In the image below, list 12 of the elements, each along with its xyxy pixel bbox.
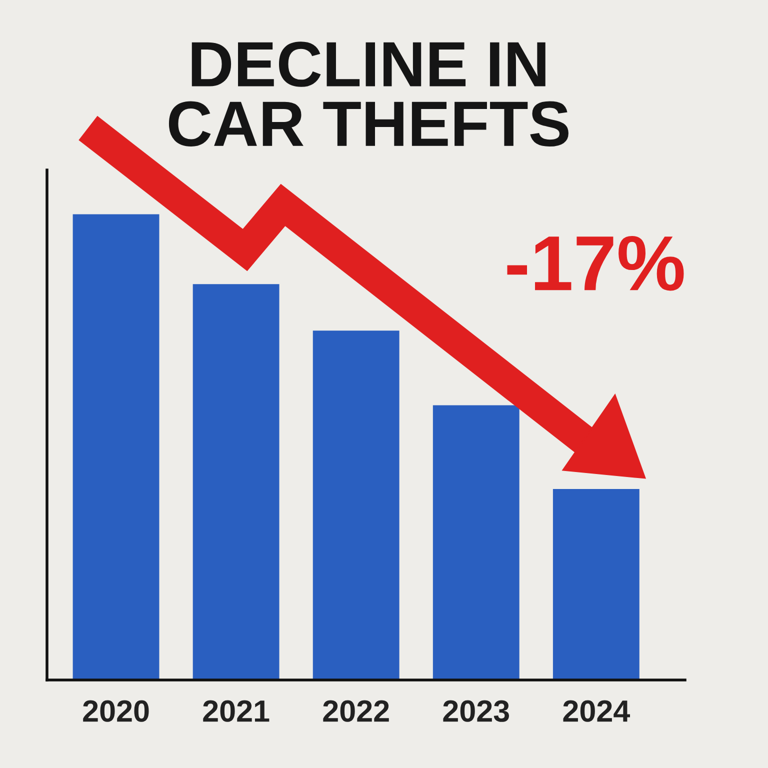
bar bbox=[192, 284, 280, 680]
x-tick-label: 2023 bbox=[443, 700, 510, 722]
x-tick-label: 2022 bbox=[323, 700, 389, 722]
x-tick-label: 2020 bbox=[83, 700, 149, 722]
chart-title: DECLINE IN CAR THEFTS bbox=[168, 42, 568, 146]
bar bbox=[72, 214, 160, 680]
bar bbox=[312, 330, 400, 680]
x-tick-label: 2024 bbox=[563, 700, 630, 722]
bar bbox=[552, 489, 640, 680]
bar bbox=[432, 405, 520, 680]
x-tick-label: 2021 bbox=[203, 700, 270, 722]
annotation: -17% bbox=[507, 236, 684, 291]
